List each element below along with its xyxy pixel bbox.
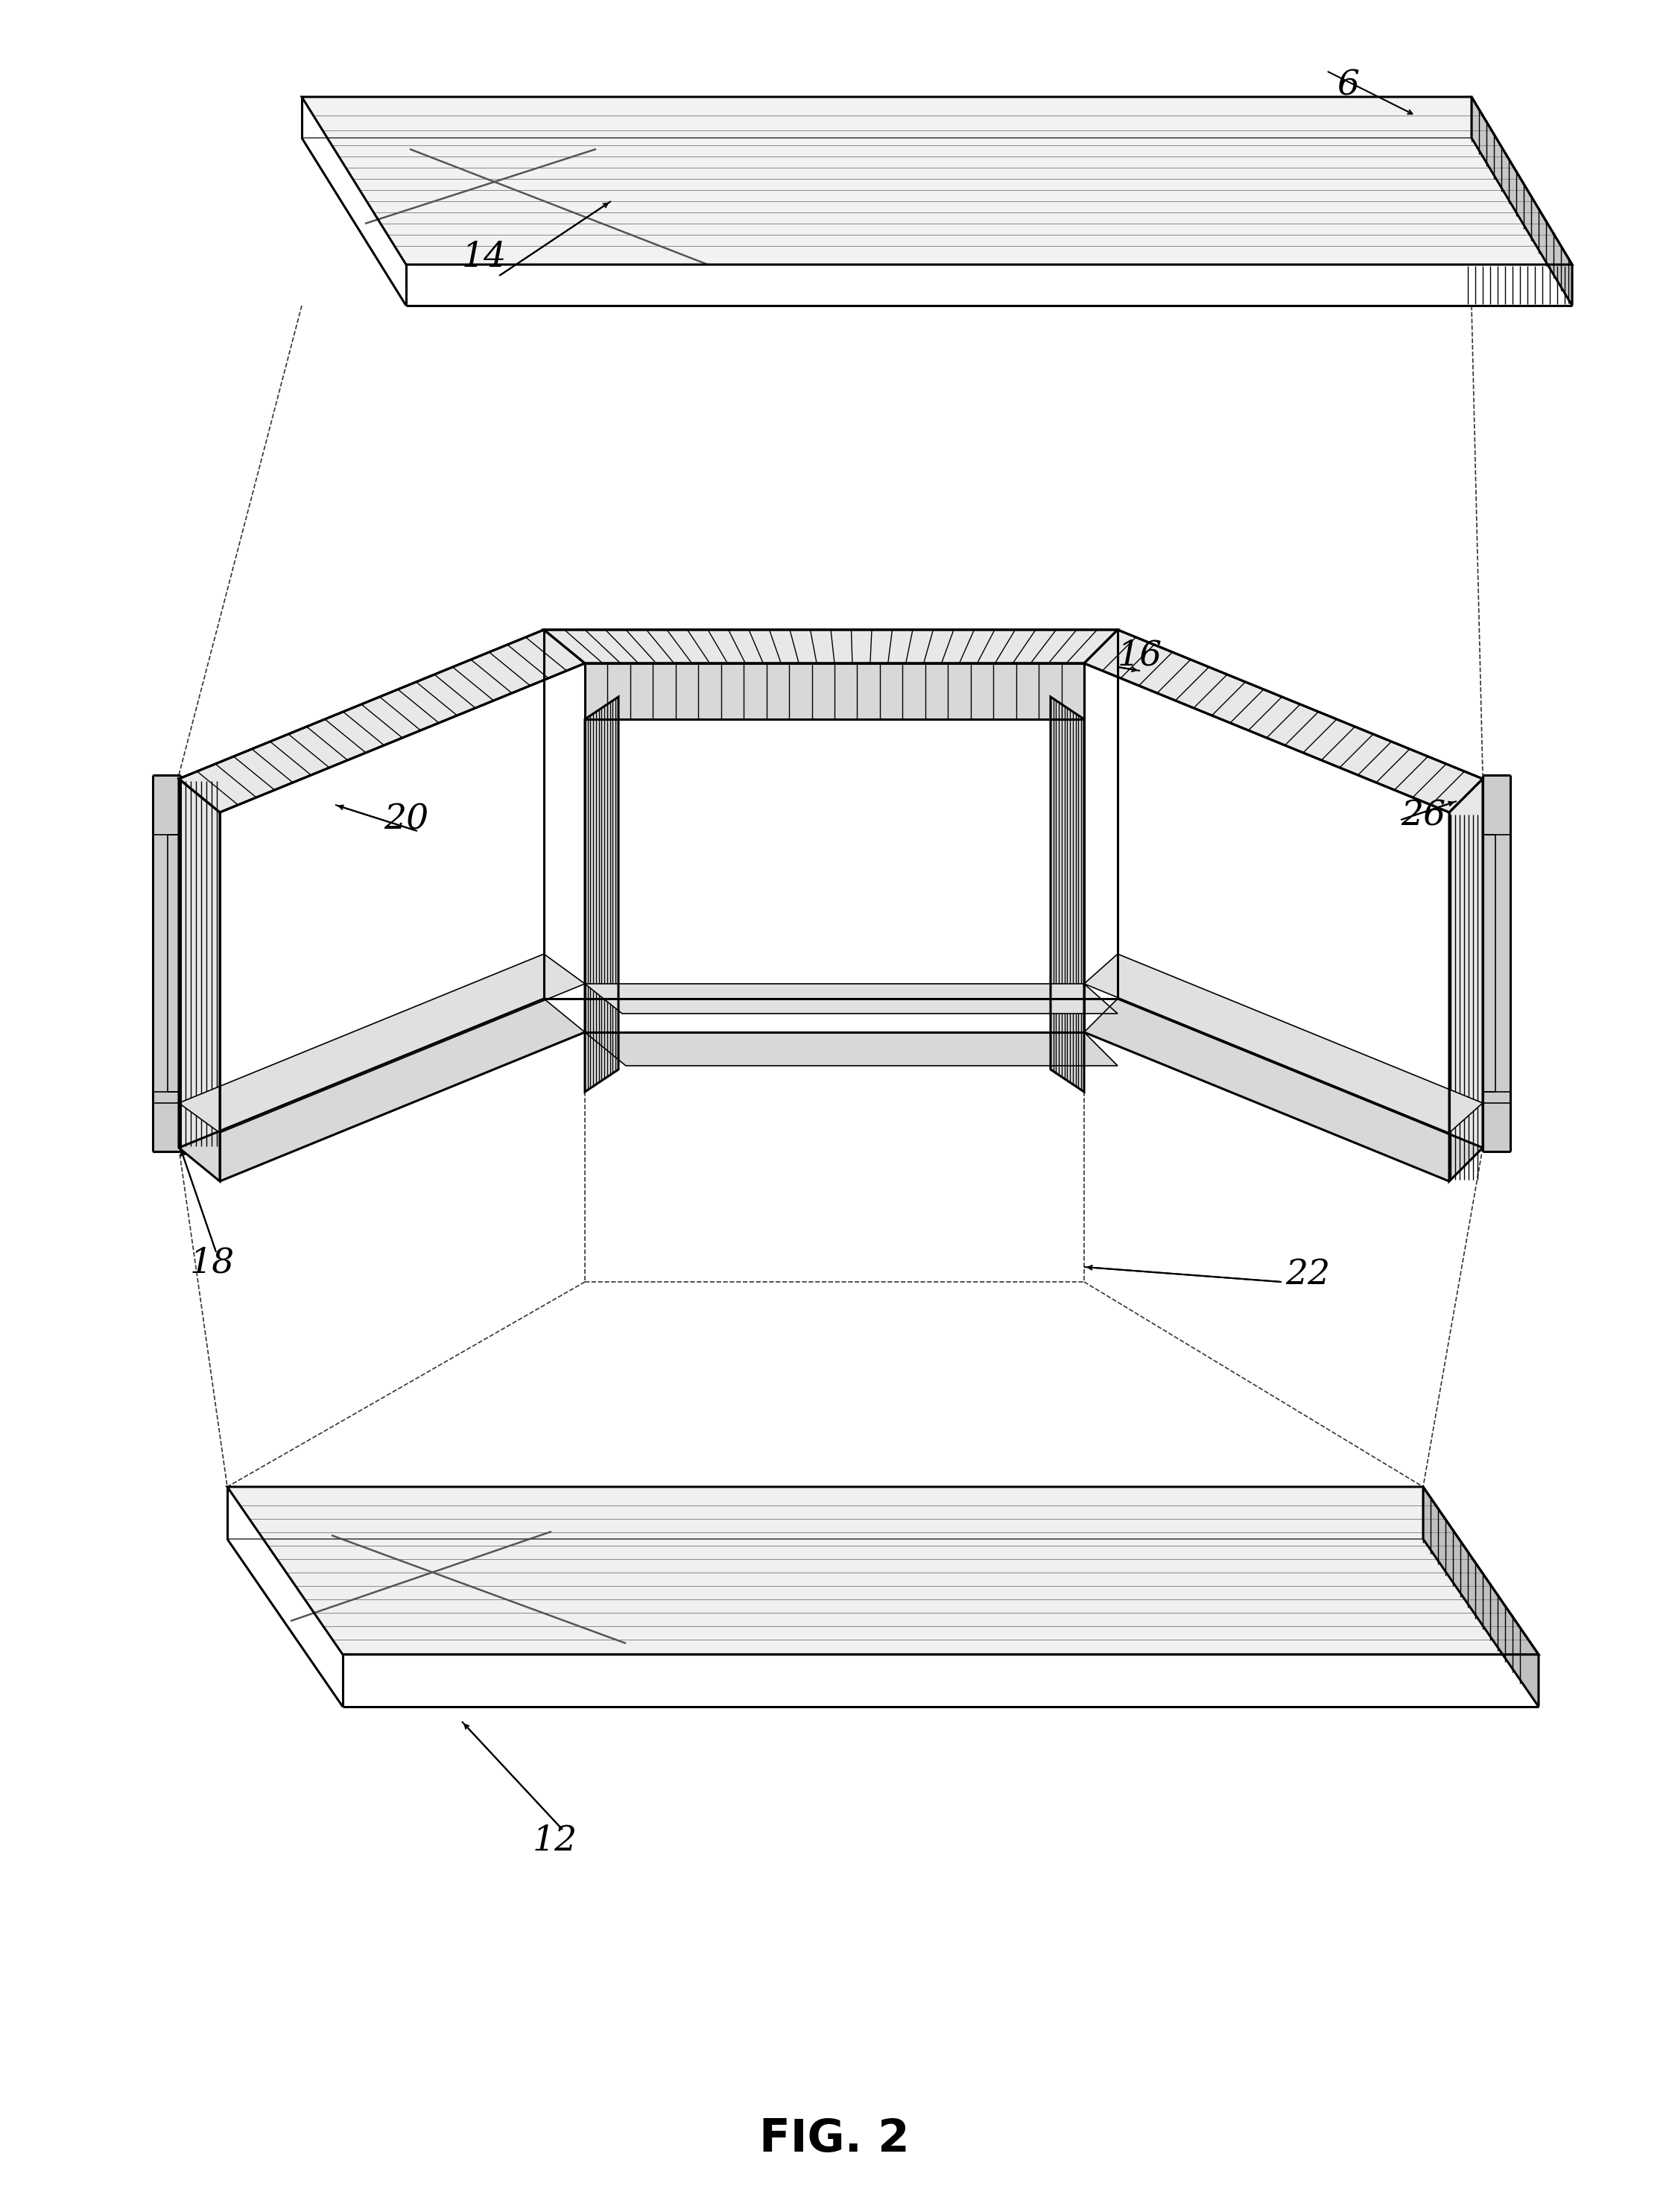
Text: 26: 26 [1400,799,1445,834]
Polygon shape [179,953,584,1133]
Polygon shape [1449,779,1482,1181]
Polygon shape [544,630,1118,664]
Polygon shape [1050,697,1085,1093]
Text: 20: 20 [384,803,429,836]
Text: FIG. 2: FIG. 2 [759,2117,910,2161]
Text: 22: 22 [1285,1259,1330,1292]
Polygon shape [584,664,1085,719]
Polygon shape [1085,953,1482,1133]
Polygon shape [227,1486,1539,1655]
Polygon shape [154,774,180,1152]
Polygon shape [302,97,1572,265]
Polygon shape [179,998,584,1181]
Polygon shape [1085,998,1482,1181]
Polygon shape [1472,97,1572,305]
Polygon shape [179,630,584,812]
Polygon shape [1482,774,1510,1152]
Polygon shape [179,779,220,1181]
Text: 18: 18 [190,1245,235,1281]
Polygon shape [1424,1486,1539,1708]
Text: 12: 12 [532,1825,577,1858]
Polygon shape [584,984,1118,1013]
Text: 6: 6 [1337,69,1360,102]
Text: 14: 14 [462,241,507,274]
Polygon shape [1085,630,1482,812]
Polygon shape [584,697,619,1093]
Text: 16: 16 [1118,639,1162,672]
Polygon shape [584,1033,1118,1066]
